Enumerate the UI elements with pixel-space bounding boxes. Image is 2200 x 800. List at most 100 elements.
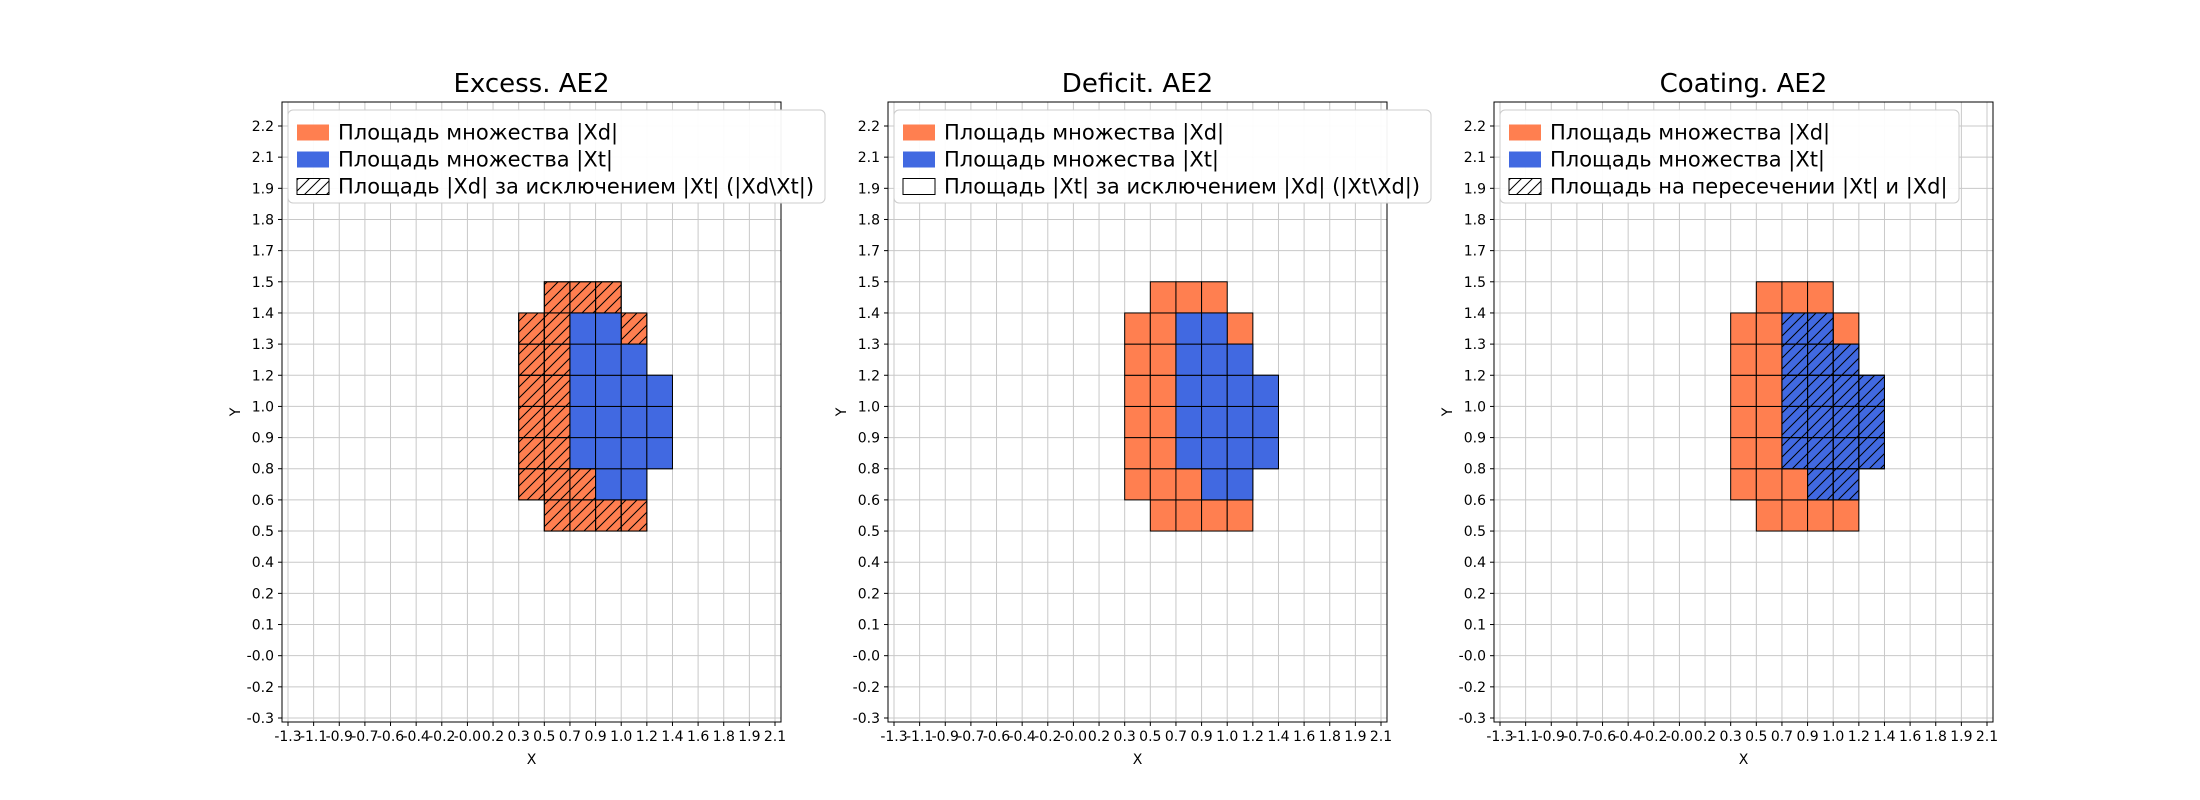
xt-cell <box>1226 343 1254 376</box>
hatch-cell <box>1858 405 1885 439</box>
hatch-cell <box>1807 312 1834 345</box>
hatch-cell <box>1781 437 1809 470</box>
xt-cell <box>569 374 597 407</box>
x-tick-label: 2.1 <box>1976 729 1998 745</box>
plot-title: Coating. AE2 <box>1660 69 1828 99</box>
hatch-cell <box>620 312 648 345</box>
xt-cell <box>569 437 597 470</box>
xt-cell <box>646 405 673 439</box>
legend-swatch-xt <box>903 151 935 168</box>
x-tick-label: 0.9 <box>584 729 606 745</box>
xd-cell <box>1730 343 1757 376</box>
y-tick-label: 2.1 <box>1464 150 1486 166</box>
y-tick-label: -0.2 <box>853 680 880 696</box>
tick-labels: -1.3-1.1-0.9-0.7-0.6-0.4-0.2-0.0 0.2 0.3 0.… <box>247 119 786 745</box>
y-tick-label: 1.7 <box>858 244 880 260</box>
xd-cell <box>1124 312 1151 345</box>
y-tick-label: 1.4 <box>1464 306 1486 322</box>
plot-title: Deficit. AE2 <box>1062 69 1213 99</box>
hatch-cell <box>1832 343 1860 376</box>
plot-excess: -1.3 -1.1 -0.9 -0.7 -0.6 -0.4 -0.2 -0.0 0.2 0.3 0.… <box>222 68 882 798</box>
xt-cell <box>620 437 648 470</box>
x-tick-label: 1.9 <box>1344 729 1366 745</box>
y-tick-label: 1.5 <box>858 275 880 291</box>
legend-label: Площадь множества |Xt| <box>944 148 1219 173</box>
xd-cell <box>1832 312 1860 345</box>
legend-swatch-hatch <box>296 178 330 195</box>
hatch-cell <box>569 468 597 501</box>
xd-cell <box>1755 468 1783 501</box>
cells <box>1730 281 1885 532</box>
y-tick-label: 1.0 <box>1464 399 1486 415</box>
y-tick-label: 1.9 <box>1464 181 1486 197</box>
x-tick-label: 0.2 <box>1694 729 1716 745</box>
x-tick-label: 0.2 <box>1088 729 1110 745</box>
legend-swatch-xd <box>1509 124 1541 141</box>
x-tick-label: -0.0 <box>1666 729 1693 745</box>
x-tick-label: -0.4 <box>1614 729 1641 745</box>
y-tick-label: 1.9 <box>858 181 880 197</box>
y-axis-label: Y <box>834 407 850 417</box>
y-tick-label: 0.1 <box>252 618 274 634</box>
x-tick-label: 1.6 <box>1899 729 1921 745</box>
legend-label: Площадь на пересечении |Xt| и |Xd| <box>1550 175 1948 200</box>
x-tick-label: -0.2 <box>428 729 455 745</box>
x-tick-label: -0.9 <box>932 729 959 745</box>
y-tick-label: 0.2 <box>1464 586 1486 602</box>
y-tick-label: -0.0 <box>247 649 274 665</box>
x-tick-label: 2.1 <box>764 729 786 745</box>
y-tick-label: 0.8 <box>252 462 274 478</box>
xt-cell <box>569 405 597 439</box>
hatch-cell <box>595 281 622 314</box>
hatch-cell <box>518 437 545 470</box>
y-tick-label: 1.2 <box>858 368 880 384</box>
x-tick-label: -0.7 <box>1563 729 1590 745</box>
xd-cell <box>1730 405 1757 439</box>
hatch-cell <box>543 437 571 470</box>
x-tick-label: 1.8 <box>1925 729 1947 745</box>
xd-cell <box>1807 281 1834 314</box>
xd-cell <box>1175 468 1203 501</box>
x-tick-label: 0.5 <box>533 729 555 745</box>
legend-label: Площадь множества |Xd| <box>944 121 1224 146</box>
plot-svg-excess: -1.3-1.1-0.9-0.7-0.6-0.4-0.2-0.0 0.2 0.3 0.… <box>228 69 826 768</box>
x-tick-label: -1.1 <box>300 729 327 745</box>
grid <box>1494 102 1993 722</box>
xt-cell <box>620 405 648 439</box>
xt-cell <box>620 343 648 376</box>
xd-cell <box>1755 374 1783 407</box>
xd-cell <box>1175 499 1203 532</box>
y-tick-label: 1.7 <box>1464 244 1486 260</box>
xd-cell <box>1149 343 1177 376</box>
x-tick-label: 0.9 <box>1190 729 1212 745</box>
xt-cell <box>1226 468 1254 501</box>
hatch-cell <box>1807 343 1834 376</box>
legend-label: Площадь множества |Xt| <box>1550 148 1825 173</box>
legend-label: Площадь |Xt| за исключением |Xd| (|Xt\Xd… <box>944 175 1420 200</box>
y-tick-label: -0.0 <box>853 649 880 665</box>
hatch-cell <box>518 374 545 407</box>
xd-cell <box>1755 437 1783 470</box>
xd-cell <box>1226 312 1254 345</box>
x-tick-label: 0.7 <box>1165 729 1187 745</box>
xd-cell <box>1149 437 1177 470</box>
hatch-cell <box>518 468 545 501</box>
y-axis-label: Y <box>1440 407 1456 417</box>
xd-cell <box>1730 374 1757 407</box>
y-tick-label: 0.9 <box>858 431 880 447</box>
xt-cell <box>1175 374 1203 407</box>
plot-svg-deficit: -1.3-1.1-0.9-0.7-0.6-0.4-0.2-0.0 0.2 0.3 0.… <box>834 69 1432 768</box>
y-tick-label: 0.5 <box>252 524 274 540</box>
xd-cell <box>1730 468 1757 501</box>
xt-cell <box>569 312 597 345</box>
x-tick-label: 1.0 <box>1216 729 1238 745</box>
y-tick-label: 1.4 <box>252 306 274 322</box>
plot-title: Excess. AE2 <box>453 69 609 99</box>
hatch-cell <box>543 343 571 376</box>
x-tick-label: 0.3 <box>1114 729 1136 745</box>
x-tick-label: 0.5 <box>1745 729 1767 745</box>
x-tick-label: -1.3 <box>1486 729 1513 745</box>
x-tick-label: 1.6 <box>1293 729 1315 745</box>
y-tick-label: 2.2 <box>858 119 880 135</box>
xt-cell <box>1175 343 1203 376</box>
